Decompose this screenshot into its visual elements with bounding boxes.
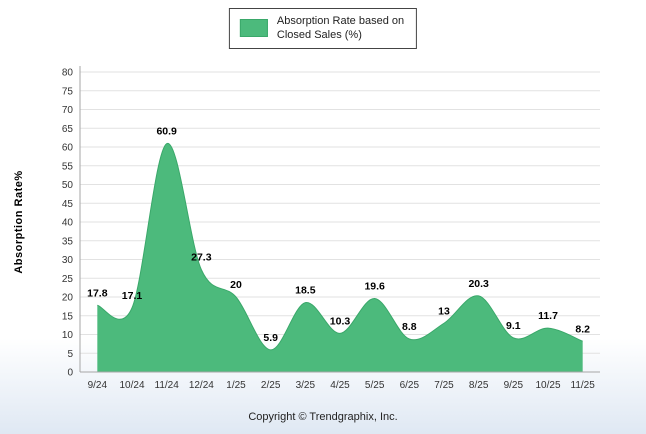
y-tick-label: 45 bbox=[62, 199, 74, 210]
x-tick-label: 1/25 bbox=[226, 380, 246, 391]
value-label: 8.8 bbox=[402, 321, 417, 333]
value-label: 8.2 bbox=[575, 323, 590, 335]
legend: Absorption Rate based on Closed Sales (%… bbox=[228, 8, 418, 49]
x-tick-label: 11/25 bbox=[571, 380, 596, 391]
x-tick-label: 2/25 bbox=[261, 380, 281, 391]
value-label: 9.1 bbox=[506, 320, 521, 332]
y-tick-label: 75 bbox=[62, 86, 74, 97]
value-label: 60.9 bbox=[156, 126, 177, 138]
y-tick-label: 40 bbox=[62, 218, 74, 229]
x-tick-label: 9/24 bbox=[88, 380, 108, 391]
legend-label-line-1: Absorption Rate based on bbox=[276, 15, 405, 27]
x-tick-label: 4/25 bbox=[330, 380, 350, 391]
x-tick-label: 9/25 bbox=[504, 380, 524, 391]
area-series-outline bbox=[97, 143, 583, 351]
value-label: 20.3 bbox=[468, 278, 489, 290]
value-label: 17.8 bbox=[87, 287, 108, 299]
x-tick-label: 7/25 bbox=[434, 380, 454, 391]
absorption-rate-area-chart: 0 5 10 15 20 25 30 35 40 45 50 55 60 65 70 75 80 9/24 10/2… bbox=[13, 66, 600, 391]
y-tick-label: 60 bbox=[62, 143, 74, 154]
value-label: 13 bbox=[438, 305, 450, 317]
x-tick-label: 3/25 bbox=[296, 380, 316, 391]
x-tick-label: 5/25 bbox=[365, 380, 385, 391]
y-tick-label: 55 bbox=[62, 161, 74, 172]
legend-label: Absorption Rate based on Closed Sales (%… bbox=[277, 14, 404, 43]
y-tick-label: 35 bbox=[62, 236, 74, 247]
x-tick-label: 6/25 bbox=[400, 380, 420, 391]
value-label: 18.5 bbox=[295, 285, 316, 297]
legend-label-line-2: Closed Sales (%) bbox=[276, 29, 362, 42]
x-tick-label: 10/25 bbox=[535, 380, 560, 391]
x-tick-label: 10/24 bbox=[119, 380, 144, 391]
value-label: 17.1 bbox=[122, 290, 143, 302]
area-series bbox=[97, 143, 583, 372]
value-label: 11.7 bbox=[538, 310, 558, 322]
y-tick-label: 5 bbox=[67, 349, 73, 360]
y-axis-title: Absorption Rate% bbox=[13, 170, 25, 273]
y-tick-label: 65 bbox=[62, 124, 74, 135]
x-tick-label: 12/24 bbox=[189, 380, 214, 391]
value-label: 19.6 bbox=[364, 281, 385, 293]
y-tick-label: 25 bbox=[62, 274, 74, 285]
value-label: 20 bbox=[230, 279, 242, 291]
copyright-text: Copyright © Trendgraphix, Inc. bbox=[248, 411, 398, 423]
y-tick-label: 80 bbox=[62, 68, 74, 79]
y-tick-label: 15 bbox=[62, 311, 74, 322]
value-label: 10.3 bbox=[330, 315, 351, 327]
value-label: 5.9 bbox=[263, 332, 278, 344]
y-tick-label: 70 bbox=[62, 105, 74, 116]
x-tick-label: 11/24 bbox=[155, 380, 180, 391]
x-tick-label: 8/25 bbox=[469, 380, 489, 391]
legend-swatch bbox=[239, 19, 268, 38]
y-tick-label: 30 bbox=[62, 255, 74, 266]
y-tick-label: 0 bbox=[67, 368, 73, 379]
value-label: 27.3 bbox=[191, 252, 212, 264]
y-tick-label: 50 bbox=[62, 180, 74, 191]
y-tick-label: 20 bbox=[62, 293, 74, 304]
y-tick-label: 10 bbox=[62, 330, 74, 341]
